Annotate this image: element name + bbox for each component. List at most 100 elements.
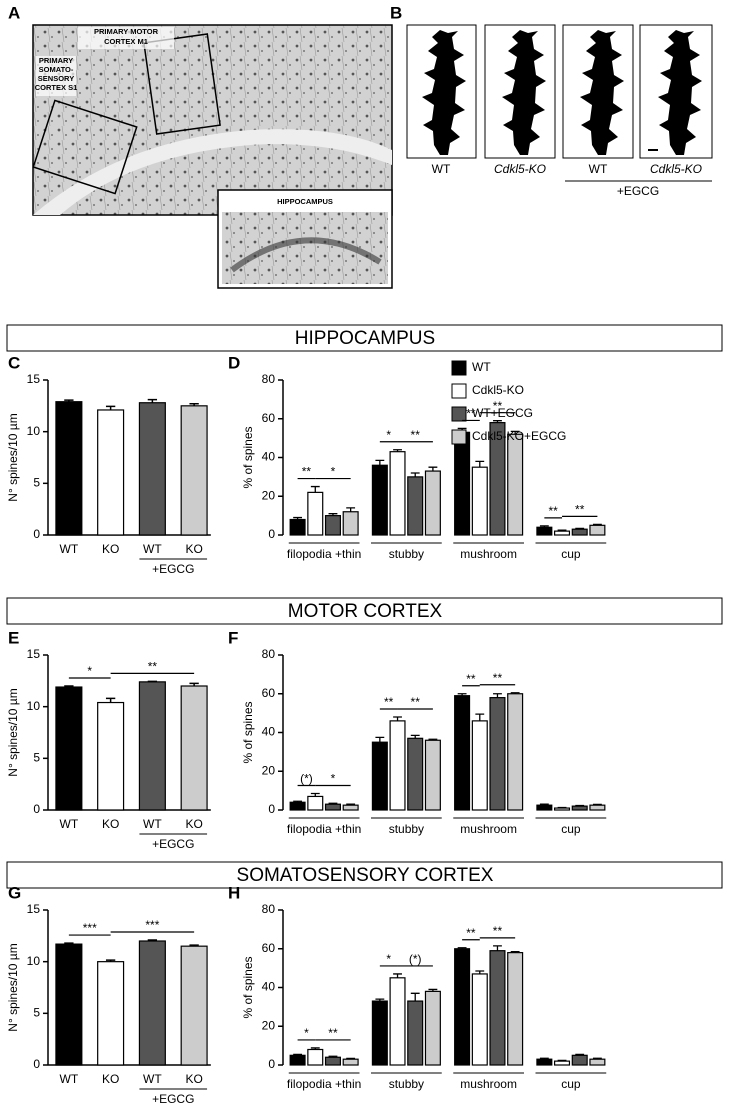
legend-swatch	[451, 406, 467, 422]
error-bar	[105, 697, 116, 703]
error-bar	[393, 973, 402, 978]
bar	[507, 433, 524, 536]
error-bar	[310, 792, 320, 797]
x-tick-label: WT	[60, 542, 79, 556]
significance-label: ***	[83, 921, 97, 935]
error-bar	[64, 942, 74, 945]
y-tick-label: 20	[262, 1018, 276, 1032]
legend-swatch	[451, 360, 467, 376]
significance-label: **	[575, 503, 585, 517]
bar	[454, 695, 471, 811]
bar	[342, 1058, 359, 1066]
y-axis-title: N° spines/10 µm	[6, 943, 20, 1031]
y-tick-label: 80	[262, 902, 276, 916]
panel-letter: C	[8, 353, 20, 372]
error-bar	[510, 430, 520, 435]
significance-label: *	[331, 465, 336, 479]
error-bar	[410, 734, 420, 739]
x-tick-label: stubby	[389, 547, 424, 561]
bar	[489, 950, 506, 1066]
bar	[55, 686, 83, 811]
significance-label: **	[411, 695, 421, 709]
bar	[589, 804, 606, 811]
significance-label: **	[384, 695, 394, 709]
error-bar	[189, 944, 199, 947]
significance-label: **	[411, 428, 421, 442]
bar	[97, 701, 125, 811]
bar	[554, 530, 571, 536]
y-axis-title: N° spines/10 µm	[6, 413, 20, 501]
significance-label: **	[328, 1026, 338, 1040]
hippocampal-fissure	[33, 129, 392, 215]
y-tick-label: 40	[262, 980, 276, 994]
x-tick-label: filopodia +thin	[287, 1077, 361, 1091]
error-bar	[428, 466, 438, 472]
group-label: +EGCG	[617, 184, 659, 198]
bar	[507, 952, 524, 1066]
error-bar	[375, 459, 385, 466]
bar	[407, 476, 424, 536]
error-bar	[375, 998, 385, 1002]
error-bar	[410, 472, 420, 477]
image-label: WT	[589, 162, 608, 176]
significance-label: **	[493, 671, 503, 685]
x-tick-label: WT	[143, 817, 162, 831]
bar	[554, 807, 571, 811]
image-label: WT	[432, 162, 451, 176]
y-tick-label: 40	[262, 450, 276, 464]
error-bar	[147, 939, 158, 941]
bar	[324, 803, 341, 811]
error-bar	[64, 685, 74, 688]
y-tick-label: 60	[262, 411, 276, 425]
y-tick-label: 0	[33, 1057, 40, 1071]
error-bar	[557, 529, 567, 532]
y-axis-title: % of spines	[241, 426, 255, 488]
panel-letter: H	[228, 883, 240, 902]
label-bg	[36, 56, 76, 96]
bar	[138, 940, 166, 1066]
y-tick-label: 10	[27, 424, 41, 438]
significance-label: *	[304, 1026, 309, 1040]
error-bar	[592, 1057, 602, 1060]
x-tick-label: WT	[60, 1072, 79, 1086]
error-bar	[428, 988, 438, 992]
bar	[138, 402, 166, 536]
x-tick-label: cup	[561, 822, 581, 836]
error-bar	[428, 738, 438, 741]
bar	[571, 805, 588, 811]
group-label: +EGCG	[152, 837, 194, 851]
bar	[536, 526, 553, 536]
bar	[324, 1056, 341, 1066]
error-bar	[105, 405, 116, 410]
bar	[97, 961, 125, 1066]
bar	[536, 1058, 553, 1066]
error-bar	[575, 527, 585, 530]
bar	[289, 518, 306, 536]
y-tick-label: 10	[27, 699, 41, 713]
error-bar	[375, 736, 385, 743]
error-bar	[64, 399, 74, 402]
motor-label: PRIMARY MOTOR	[94, 27, 159, 36]
panel-letter: D	[228, 353, 240, 372]
bar	[55, 943, 83, 1066]
section-title: HIPPOCAMPUS	[295, 328, 435, 349]
y-tick-label: 5	[33, 751, 40, 765]
error-bar	[557, 1059, 567, 1062]
error-bar	[493, 420, 502, 423]
somato-label: SENSORY	[38, 74, 74, 83]
x-tick-label: WT	[60, 817, 79, 831]
bar	[55, 401, 83, 536]
y-tick-label: 60	[262, 941, 276, 955]
motor-label: CORTEX M1	[104, 37, 148, 46]
bar	[138, 681, 166, 811]
error-bar	[510, 951, 520, 953]
error-bar	[189, 403, 199, 406]
error-bar	[393, 449, 402, 452]
bar	[571, 528, 588, 536]
error-bar	[346, 803, 356, 806]
error-bar	[293, 1053, 303, 1056]
x-tick-label: stubby	[389, 822, 424, 836]
error-bar	[293, 800, 303, 803]
error-bar	[393, 716, 402, 721]
